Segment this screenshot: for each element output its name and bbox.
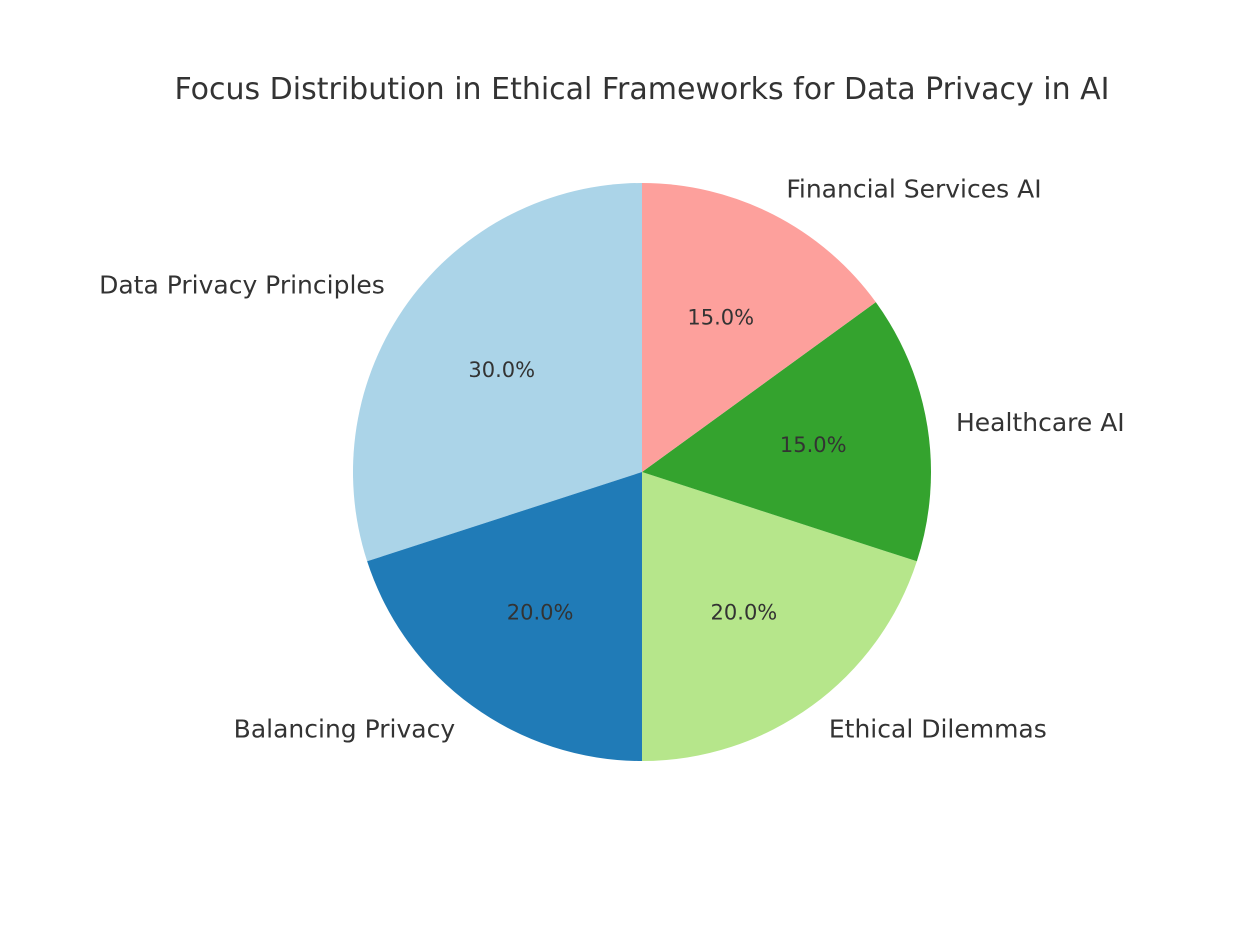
category-label-2: Ethical Dilemmas <box>829 715 1047 744</box>
pct-label-4: 15.0% <box>687 306 754 330</box>
pie-slices <box>352 183 932 761</box>
category-label-0: Data Privacy Principles <box>99 271 385 300</box>
category-labels: Data Privacy Principles Balancing Privacy… <box>99 174 1125 743</box>
category-label-4: Financial Services AI <box>786 174 1041 203</box>
pie-slice-0 <box>352 183 642 562</box>
pie-slice-3 <box>642 302 932 562</box>
category-label-3: Healthcare AI <box>956 408 1125 437</box>
pie-slice-4 <box>642 183 876 472</box>
pie-slice-2 <box>642 472 917 761</box>
pct-label-0: 30.0% <box>468 358 535 382</box>
pct-label-1: 20.0% <box>507 600 574 624</box>
pct-label-3: 15.0% <box>780 433 847 457</box>
category-label-1: Balancing Privacy <box>234 715 456 744</box>
chart-title: Focus Distribution in Ethical Frameworks… <box>174 72 1109 107</box>
percentage-labels: 30.0% 20.0% 20.0% 15.0% 15.0% <box>468 306 846 625</box>
pct-label-2: 20.0% <box>711 600 778 624</box>
pie-slice-1 <box>367 472 642 761</box>
